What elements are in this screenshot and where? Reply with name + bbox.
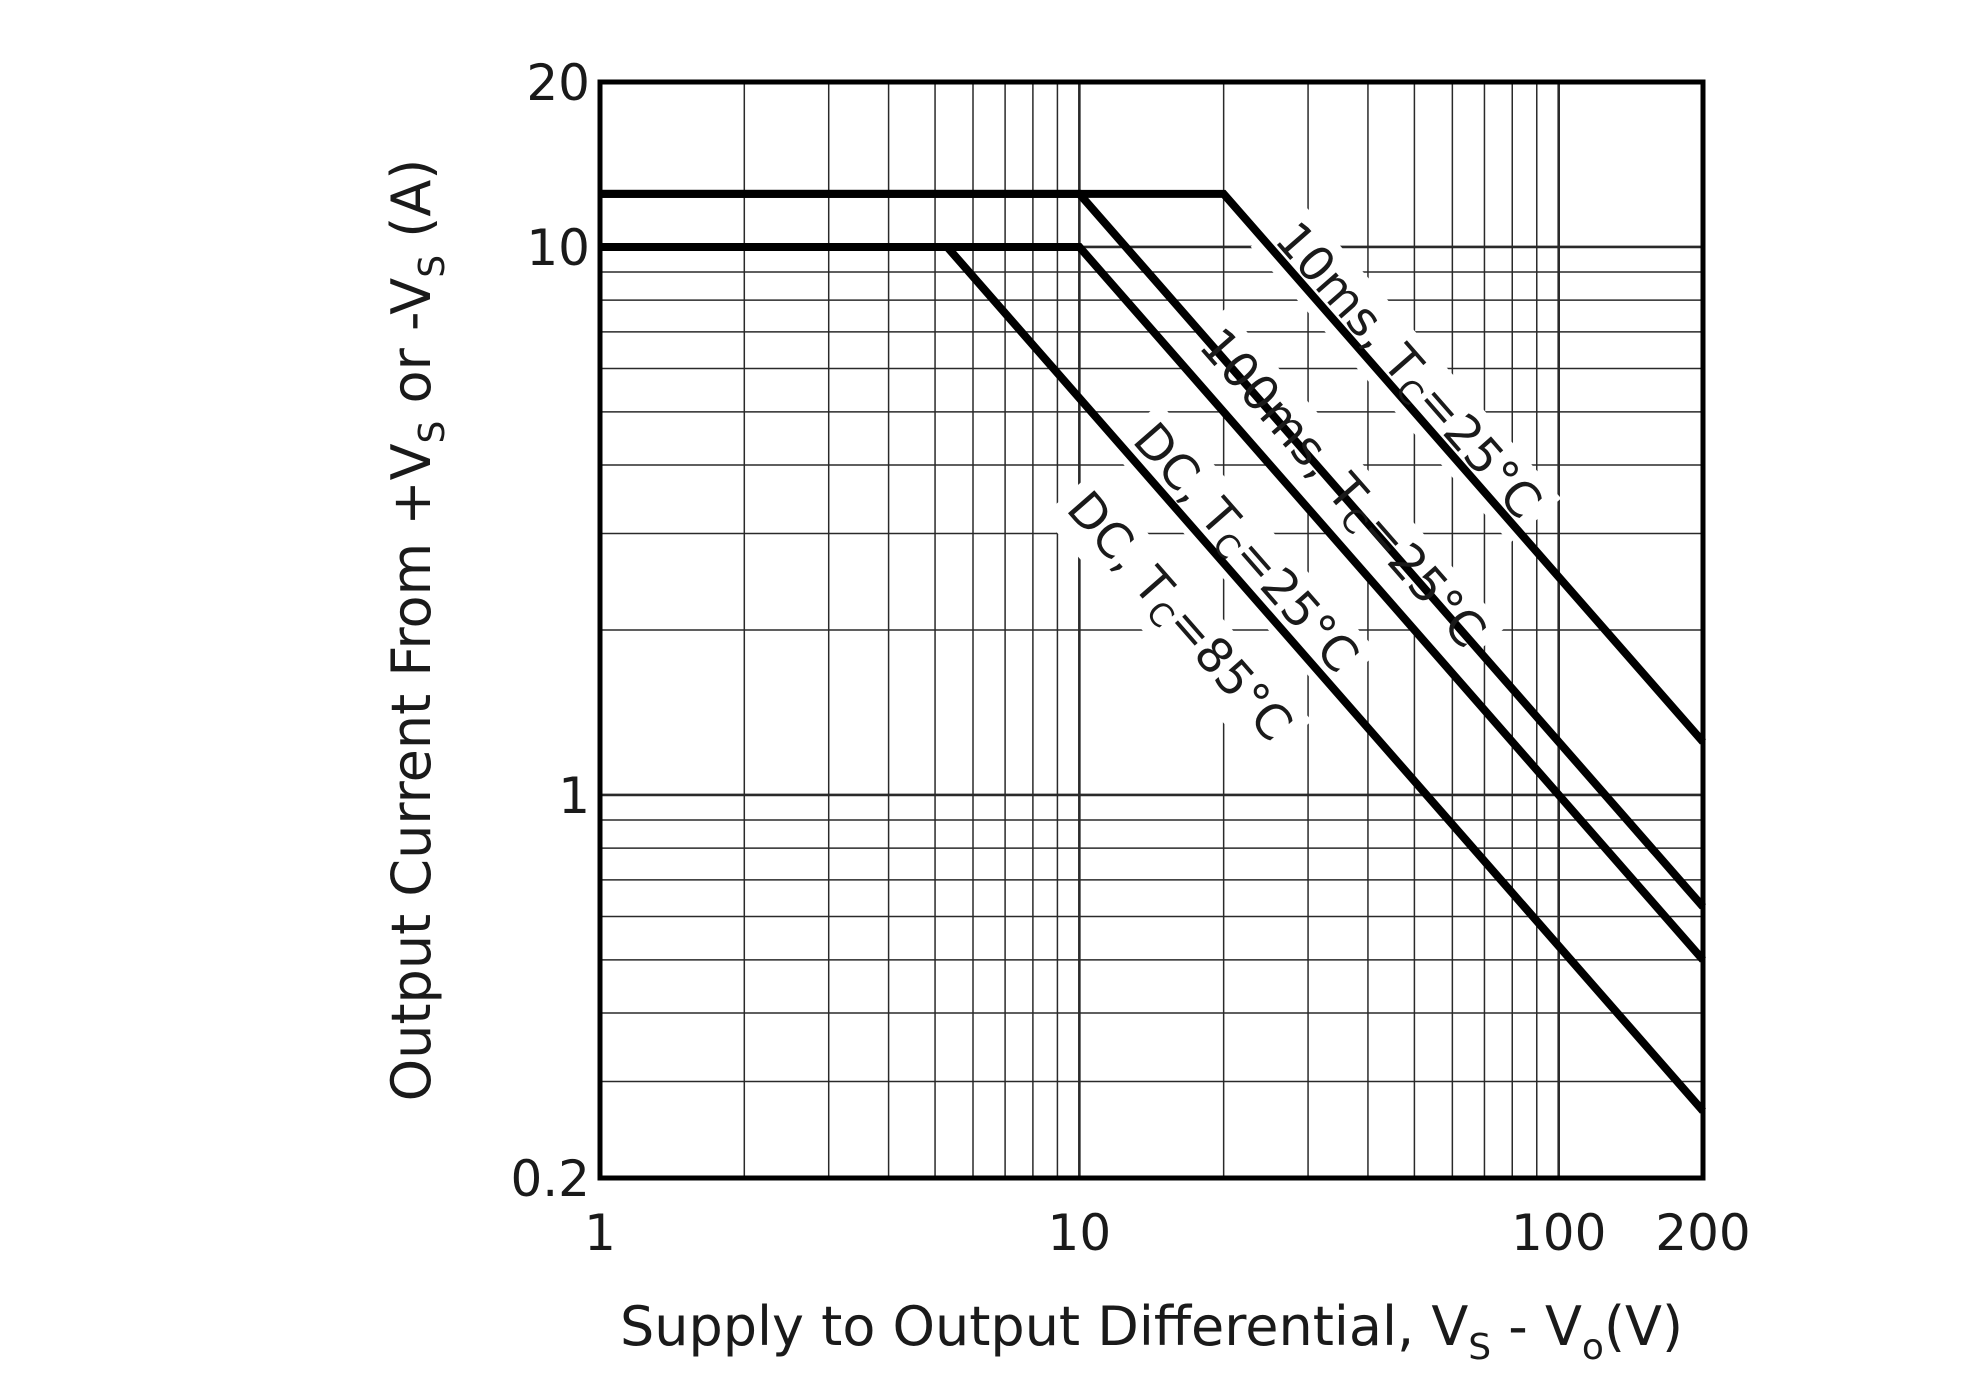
x-tick-label-10: 10 — [1048, 1204, 1112, 1262]
y-tick-label-0.2: 0.2 — [510, 1150, 590, 1208]
y-axis-title: Output Current From +VS or -VS (A) — [380, 159, 453, 1102]
x-axis-title: Supply to Output Differential, VS - Vo(V… — [620, 1295, 1683, 1368]
axis-title-text: Output Current From +V — [380, 443, 443, 1101]
x-tick-label-1: 1 — [584, 1204, 616, 1262]
axis-title-text: Supply to Output Differential, V — [620, 1295, 1468, 1358]
axis-title-text: or -V — [380, 278, 443, 421]
series-line-dc-85c — [600, 243, 1707, 1114]
plot-frame — [597, 79, 1706, 1181]
axis-title-subscript: o — [1582, 1327, 1604, 1368]
y-tick-labels: 0.2 1 10 20 — [510, 54, 590, 1208]
axis-title-subscript: S — [412, 255, 453, 278]
y-tick-label-1: 1 — [558, 767, 590, 825]
axis-title-subscript: S — [1468, 1327, 1491, 1368]
curve-label-bg-dc-25c — [1108, 402, 1379, 698]
series-curves — [600, 189, 1707, 1114]
x-tick-label-200: 200 — [1655, 1204, 1750, 1262]
axis-title-text: (V) — [1604, 1295, 1683, 1358]
y-tick-label-20: 20 — [526, 54, 590, 112]
axis-title-subscript: S — [412, 421, 453, 444]
axis-title-text: - V — [1491, 1295, 1582, 1358]
x-tick-labels: 1 10 100 200 — [584, 1204, 1751, 1262]
curve-label-bg-dc-85c — [1042, 471, 1312, 766]
axis-title-text: (A) — [380, 159, 443, 255]
x-tick-label-100: 100 — [1511, 1204, 1606, 1262]
series-line-100ms-25c — [600, 189, 1707, 910]
y-tick-label-10: 10 — [526, 219, 590, 277]
curve-label-bg-10ms-25c — [1250, 201, 1562, 544]
